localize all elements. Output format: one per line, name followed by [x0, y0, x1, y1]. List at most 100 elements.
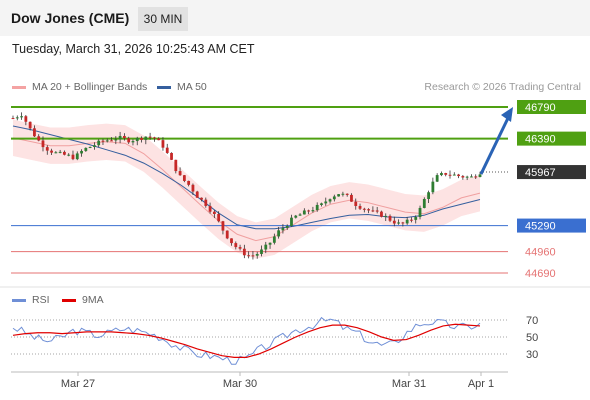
instrument-title: Dow Jones (CME) [11, 10, 130, 26]
ma20-legend: MA 20 + Bollinger Bands [12, 81, 147, 93]
candle-body [50, 150, 53, 153]
candles-group [11, 112, 482, 260]
candle-body [187, 180, 191, 185]
rsi-ma-legend: 9MA [62, 294, 104, 306]
candle-body [131, 141, 135, 143]
candle-body [302, 210, 306, 215]
chart-header: Dow Jones (CME) 30 MIN [0, 0, 590, 36]
candle-body [264, 244, 268, 250]
candle-body [195, 191, 199, 198]
candle-body [448, 174, 452, 176]
x-tick-label: Mar 27 [61, 378, 95, 390]
candle-body [174, 159, 178, 172]
candle-body [225, 230, 229, 239]
timeframe-badge[interactable]: 30 MIN [138, 7, 188, 31]
level-label-44960: 44960 [525, 247, 556, 259]
candle-body [234, 243, 238, 248]
level-label-46390: 46390 [525, 134, 556, 146]
candle-body [28, 121, 32, 129]
rsi-ma-legend-label: 9MA [82, 294, 104, 306]
candle-body [24, 116, 28, 122]
candle-body [260, 249, 263, 254]
candle-body [251, 255, 255, 257]
candle-body [332, 196, 336, 200]
candle-body [324, 201, 328, 204]
candle-body [110, 140, 113, 142]
candle-body [358, 205, 362, 209]
candle-body [422, 198, 426, 208]
candle-body [427, 192, 430, 199]
candle-body [20, 116, 23, 118]
candle-body [200, 197, 203, 200]
candle-body [230, 238, 233, 244]
candle-body [362, 208, 366, 210]
candle-body [54, 152, 58, 154]
candle-body [311, 210, 315, 212]
candle-body [212, 211, 216, 215]
candle-body [178, 171, 182, 176]
candle-body [170, 152, 173, 160]
candle-body [144, 136, 148, 140]
candle-body [71, 154, 75, 160]
copyright-text: Research © 2026 Trading Central [424, 81, 581, 93]
ma20-line [12, 137, 481, 242]
candle-body [392, 220, 396, 224]
candle-body [388, 215, 392, 221]
x-tick-label: Mar 31 [392, 378, 426, 390]
candle-body [63, 151, 66, 155]
rsi-legend: RSI [12, 294, 50, 306]
rsi-tick-label: 50 [526, 332, 538, 344]
candle-body [84, 147, 88, 151]
candle-body [380, 211, 383, 217]
candle-body [88, 146, 92, 148]
candle-body [461, 176, 465, 178]
candle-body [105, 140, 109, 142]
candle-body [290, 217, 293, 226]
ma50-line [12, 125, 481, 230]
candle-body [307, 210, 311, 212]
candle-body [440, 173, 443, 176]
chart-timestamp: Tuesday, March 31, 2026 10:25:43 AM CET [12, 42, 255, 56]
candle-body [217, 214, 221, 222]
candle-body [320, 203, 323, 205]
candle-body [375, 210, 379, 212]
candle-body [148, 136, 152, 138]
candle-body [465, 176, 469, 178]
candle-body [67, 154, 71, 156]
candle-body [367, 209, 371, 211]
candle-body [350, 194, 353, 202]
ma50-swatch [157, 85, 171, 89]
candle-body [272, 236, 276, 243]
candle-body [255, 253, 259, 256]
candle-body [414, 217, 418, 220]
rsi-tick-label: 70 [526, 315, 538, 327]
candle-body [58, 151, 62, 153]
candle-body [161, 140, 165, 148]
candle-body [221, 221, 225, 231]
ma20-legend-label: MA 20 + Bollinger Bands [32, 81, 148, 93]
x-tick-label: Apr 1 [468, 378, 494, 390]
candle-body [37, 136, 41, 141]
candle-body [474, 176, 478, 178]
candle-body [328, 199, 332, 202]
candle-body [15, 117, 19, 119]
candle-body [97, 140, 101, 146]
candle-body [345, 193, 349, 195]
candle-body [157, 138, 161, 141]
candle-body [452, 174, 456, 176]
candle-body [384, 215, 388, 217]
candle-body [277, 230, 281, 237]
level-label-44690: 44690 [525, 268, 556, 280]
rsi-ma-line [12, 323, 481, 358]
rsi-tick-label: 30 [526, 349, 538, 361]
rsi-swatch [12, 298, 26, 302]
candle-body [371, 210, 375, 212]
candle-body [152, 137, 156, 139]
candle-body [418, 207, 422, 218]
candle-body [118, 135, 122, 140]
candle-body [247, 255, 251, 257]
projection-arrow-head [501, 107, 513, 122]
candle-body [122, 135, 126, 139]
candle-body [341, 193, 345, 195]
